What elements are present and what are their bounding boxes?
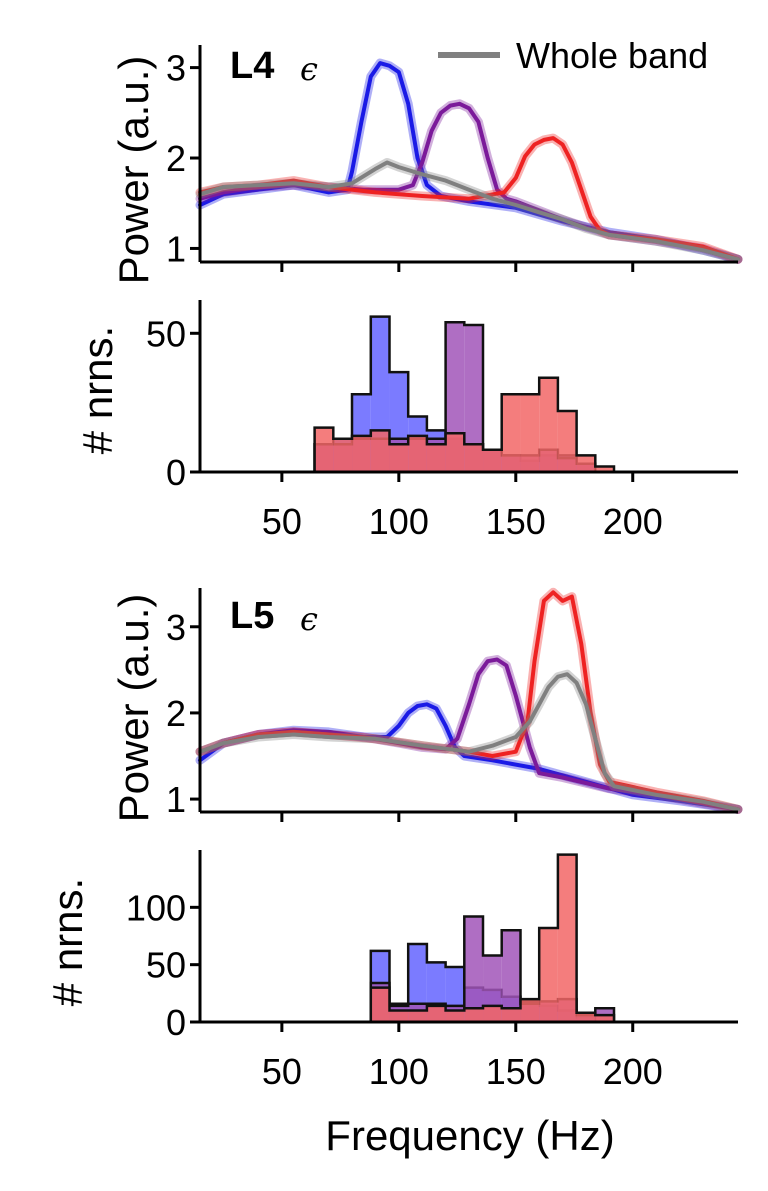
axes: 0 50 50 100 150 200 [146,300,738,542]
hist-bar-red [539,927,558,1022]
series-band-whole-band [195,158,743,264]
hist-bar-red [408,435,427,472]
plot-area [313,315,616,474]
hist-bar-red [389,444,409,472]
hist-outline-red [313,376,616,472]
l5-power-panel: L5 ϵ 1 2 3 [166,587,743,822]
x-tick-label: 50 [262,501,302,542]
hist-bar-red [501,1008,521,1022]
y-tick-label: 0 [166,452,186,493]
axes: 1 2 3 [166,588,738,822]
hist-bar-red [520,999,540,1022]
l4-epsilon-symbol: ϵ [300,50,318,88]
axes: 1 2 3 [166,45,738,272]
axes: 0 50 100 50 100 150 200 [126,850,738,1092]
x-tick-label: 150 [486,501,546,542]
l5-epsilon-symbol: ϵ [300,600,318,638]
l5-histogram-panel: 0 50 100 50 100 150 200 [126,850,738,1092]
hist-bar-red [408,1010,427,1022]
hist-bar-red [370,430,390,472]
frequency-xlabel: Frequency (Hz) [325,1112,614,1159]
y-tick-label: 100 [126,887,186,928]
hist-bar-purple [501,930,521,1022]
hist-bar-red [576,1012,596,1022]
l4-power-panel: L4 ϵ Whole band 1 2 3 [166,35,743,272]
hist-bar-red [314,427,334,472]
series-band-blue [195,58,743,264]
l4-panel-tag: L4 [230,45,274,87]
y-tick-label: 1 [166,228,186,269]
l4-count-ylabel: # nrns. [74,326,121,454]
x-tick-label: 150 [486,1051,546,1092]
x-tick-label: 100 [369,501,429,542]
hist-bar-purple [464,916,484,1022]
hist-bar-red [483,449,502,472]
hist-bar-red [370,987,390,1022]
hist-bar-red [352,435,371,472]
y-tick-label: 2 [166,693,186,734]
y-tick-label: 50 [146,945,186,986]
hist-bar-red [445,1010,465,1022]
hist-bar-red [501,394,521,472]
plot-area [195,58,743,264]
hist-bar-purple [464,324,484,472]
series-line-whole-band [198,672,740,812]
l4-histogram-panel: 0 50 50 100 150 200 [146,300,738,542]
l4-power-ylabel: Power (a.u.) [110,56,157,285]
y-tick-label: 0 [166,1002,186,1043]
hist-bar-red [539,377,558,472]
x-tick-label: 50 [262,1051,302,1092]
l5-power-ylabel: Power (a.u.) [110,594,157,823]
hist-bar-red [595,1015,615,1022]
hist-series-red [369,853,616,1022]
hist-bar-red [557,410,577,472]
x-tick-label: 200 [603,1051,663,1092]
x-tick-label: 200 [603,501,663,542]
hist-outline-red [369,853,616,1022]
hist-bar-red [483,1005,502,1022]
l5-count-ylabel: # nrns. [44,878,91,1006]
plot-area [369,853,616,1024]
hist-bar-red [464,444,484,472]
hist-bar-red [557,854,577,1022]
y-tick-label: 2 [166,138,186,179]
hist-bar-red [333,438,353,472]
hist-bar-red [426,1005,446,1022]
series-line-blue [198,61,740,262]
hist-bar-red [520,394,540,472]
x-tick-label: 100 [369,1051,429,1092]
y-tick-label: 3 [166,48,186,89]
hist-bar-red [464,1008,484,1022]
l5-panel-tag: L5 [230,595,274,637]
y-tick-label: 1 [166,779,186,820]
y-tick-label: 50 [146,313,186,354]
hist-series-red [313,376,616,472]
hist-bar-red [426,444,446,472]
series-line-whole-band [198,160,740,262]
legend-whole-band-label: Whole band [516,35,708,76]
y-tick-label: 3 [166,607,186,648]
hist-bar-red [445,433,465,472]
hist-bar-red [576,455,596,472]
plot-area [195,587,743,814]
hist-bar-red [595,466,615,472]
hist-bar-red [389,1010,409,1022]
